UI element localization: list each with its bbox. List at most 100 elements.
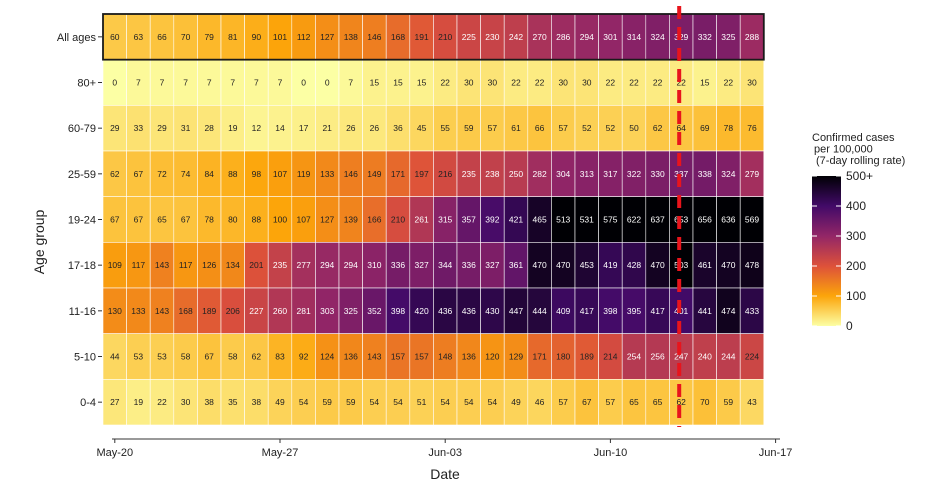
cell-value-label: 22 bbox=[511, 78, 521, 88]
y-tick-label: All ages bbox=[57, 32, 97, 44]
cell-value-label: 38 bbox=[204, 397, 214, 407]
cell-value-label: 31 bbox=[181, 123, 191, 133]
cell-value-label: 63 bbox=[134, 32, 144, 42]
cell-value-label: 256 bbox=[651, 352, 665, 362]
cell-value-label: 72 bbox=[157, 169, 167, 179]
cell-value-label: 127 bbox=[320, 32, 334, 42]
cell-value-label: 7 bbox=[278, 78, 283, 88]
cell-value-label: 30 bbox=[464, 78, 474, 88]
cell-value-label: 29 bbox=[110, 123, 120, 133]
cell-value-label: 303 bbox=[320, 306, 334, 316]
cell-value-label: 191 bbox=[415, 32, 429, 42]
cell-value-label: 7 bbox=[348, 78, 353, 88]
cell-value-label: 26 bbox=[370, 123, 380, 133]
cell-value-label: 101 bbox=[273, 32, 287, 42]
cell-value-label: 398 bbox=[391, 306, 405, 316]
cell-value-label: 227 bbox=[249, 306, 263, 316]
x-tick-label: May-27 bbox=[262, 447, 299, 459]
cell-value-label: 395 bbox=[627, 306, 641, 316]
cell-value-label: 45 bbox=[417, 123, 427, 133]
cell-value-label: 59 bbox=[464, 123, 474, 133]
cell-value-label: 62 bbox=[252, 352, 262, 362]
cell-value-label: 143 bbox=[155, 306, 169, 316]
cell-value-label: 361 bbox=[509, 260, 523, 270]
cell-value-label: 235 bbox=[273, 260, 287, 270]
cell-value-label: 138 bbox=[344, 32, 358, 42]
cell-value-label: 22 bbox=[724, 78, 734, 88]
cell-value-label: 139 bbox=[344, 215, 358, 225]
cell-value-label: 88 bbox=[228, 169, 238, 179]
cell-value-label: 270 bbox=[533, 32, 547, 42]
cell-value-label: 30 bbox=[582, 78, 592, 88]
cell-value-label: 136 bbox=[462, 352, 476, 362]
cell-value-label: 58 bbox=[181, 352, 191, 362]
cell-value-label: 286 bbox=[556, 32, 570, 42]
cell-value-label: 62 bbox=[110, 169, 120, 179]
cell-value-label: 69 bbox=[700, 123, 710, 133]
cell-value-label: 197 bbox=[415, 169, 429, 179]
cell-value-label: 136 bbox=[344, 352, 358, 362]
cell-value-label: 28 bbox=[204, 123, 214, 133]
cell-value-label: 126 bbox=[202, 260, 216, 270]
cell-value-label: 171 bbox=[533, 352, 547, 362]
cell-value-label: 444 bbox=[533, 306, 547, 316]
cell-value-label: 78 bbox=[204, 215, 214, 225]
cell-value-label: 261 bbox=[415, 215, 429, 225]
y-tick-label: 5-10 bbox=[74, 352, 96, 364]
legend-tick-label: 300 bbox=[846, 229, 866, 243]
cell-value-label: 317 bbox=[603, 169, 617, 179]
cell-value-label: 430 bbox=[485, 306, 499, 316]
cell-value-label: 67 bbox=[181, 215, 191, 225]
cell-value-label: 57 bbox=[606, 397, 616, 407]
cell-value-label: 22 bbox=[440, 78, 450, 88]
cell-value-label: 247 bbox=[674, 352, 688, 362]
legend-title-line: (7-day rolling rate) bbox=[816, 155, 905, 167]
cell-value-label: 325 bbox=[721, 32, 735, 42]
cell-value-label: 64 bbox=[676, 123, 686, 133]
cell-value-label: 30 bbox=[747, 78, 757, 88]
cell-value-label: 50 bbox=[629, 123, 639, 133]
cell-value-label: 12 bbox=[252, 123, 262, 133]
cell-value-label: 250 bbox=[509, 169, 523, 179]
cell-value-label: 107 bbox=[273, 169, 287, 179]
cell-value-label: 325 bbox=[344, 306, 358, 316]
cell-value-label: 146 bbox=[367, 32, 381, 42]
heatmap-cells bbox=[102, 13, 765, 426]
cell-value-label: 398 bbox=[603, 306, 617, 316]
cell-value-label: 210 bbox=[391, 215, 405, 225]
cell-value-label: 470 bbox=[556, 260, 570, 270]
legend-title-line: per 100,000 bbox=[814, 144, 873, 156]
cell-value-label: 337 bbox=[674, 169, 688, 179]
cell-value-label: 310 bbox=[367, 260, 381, 270]
legend-colorbar bbox=[812, 176, 841, 326]
cell-value-label: 417 bbox=[651, 306, 665, 316]
cell-value-label: 0 bbox=[112, 78, 117, 88]
cell-value-label: 22 bbox=[157, 397, 167, 407]
cell-value-label: 622 bbox=[627, 215, 641, 225]
cell-value-label: 15 bbox=[700, 78, 710, 88]
cell-value-label: 461 bbox=[698, 260, 712, 270]
cell-value-label: 656 bbox=[698, 215, 712, 225]
cell-value-label: 470 bbox=[651, 260, 665, 270]
cell-value-label: 52 bbox=[582, 123, 592, 133]
cell-value-label: 254 bbox=[627, 352, 641, 362]
cell-value-label: 30 bbox=[488, 78, 498, 88]
cell-value-label: 83 bbox=[275, 352, 285, 362]
cell-value-label: 67 bbox=[204, 352, 214, 362]
cell-value-label: 168 bbox=[179, 306, 193, 316]
cell-value-label: 575 bbox=[603, 215, 617, 225]
legend-tick-label: 500+ bbox=[846, 169, 873, 183]
cell-value-label: 134 bbox=[226, 260, 240, 270]
cell-value-label: 52 bbox=[606, 123, 616, 133]
cell-value-label: 301 bbox=[603, 32, 617, 42]
cell-value-label: 392 bbox=[485, 215, 499, 225]
cell-value-label: 22 bbox=[653, 78, 663, 88]
cell-value-label: 166 bbox=[367, 215, 381, 225]
cell-value-label: 244 bbox=[721, 352, 735, 362]
cell-value-label: 70 bbox=[181, 32, 191, 42]
cell-value-label: 62 bbox=[653, 123, 663, 133]
cell-value-label: 240 bbox=[698, 352, 712, 362]
cell-value-label: 107 bbox=[297, 215, 311, 225]
cell-value-label: 90 bbox=[252, 32, 262, 42]
